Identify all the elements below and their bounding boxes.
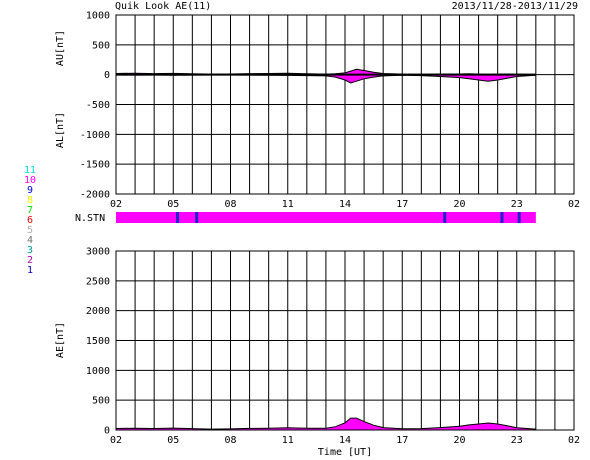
au-al-ytick-label: 0 — [104, 70, 110, 81]
ae-ytick-label: 2000 — [86, 306, 110, 317]
ae-ytick-label: 3000 — [86, 247, 110, 258]
n-stn-bar — [116, 212, 536, 223]
time-axis-label: Time [UT] — [318, 447, 372, 458]
ae-ytick-label: 1500 — [86, 336, 110, 347]
n-stn-drop-marker — [176, 212, 180, 223]
n-stn-label: N.STN — [75, 213, 105, 224]
ae-xtick-label: 23 — [511, 435, 523, 446]
ae-ytick-label: 2500 — [86, 276, 110, 287]
ae-ytick-label: 1000 — [86, 366, 110, 377]
au-al-xtick-label: 20 — [453, 199, 465, 210]
au-al-ytick-label: 1000 — [86, 11, 110, 22]
station-legend-item: 2 — [27, 255, 33, 266]
station-legend-item: 1 — [27, 265, 33, 276]
station-legend-item: 7 — [27, 205, 33, 216]
au-al-ytick-label: -1500 — [80, 160, 110, 171]
n-stn-drop-marker — [195, 212, 199, 223]
au-al-frame — [115, 14, 575, 195]
ae-axis-label: AE[nT] — [55, 322, 66, 358]
au-al-xtick-label: 02 — [110, 199, 122, 210]
n-stn-drop-marker — [443, 212, 447, 223]
ae-ytick-label: 500 — [92, 396, 110, 407]
au-al-xtick-label: 23 — [511, 199, 523, 210]
ae-xtick-label: 02 — [110, 435, 122, 446]
ae-xtick-label: 02 — [568, 435, 580, 446]
station-legend-item: 9 — [27, 185, 33, 196]
ae-xtick-label: 20 — [453, 435, 465, 446]
au-al-ytick-label: -500 — [86, 100, 110, 111]
au-axis-label: AU[nT] — [55, 30, 66, 66]
ae-xtick-label: 08 — [224, 435, 236, 446]
au-al-xtick-label: 17 — [396, 199, 408, 210]
au-al-ytick-label: -2000 — [80, 190, 110, 201]
date-range: 2013/11/28-2013/11/29 — [451, 1, 578, 12]
station-legend-item: 8 — [27, 195, 33, 206]
station-legend-item: 6 — [27, 215, 33, 226]
n-stn-drop-marker — [517, 212, 521, 223]
ae-xtick-label: 17 — [396, 435, 408, 446]
au-al-ytick-label: 500 — [92, 40, 110, 51]
au-al-ytick-label: -1000 — [80, 130, 110, 141]
ae-frame — [115, 250, 575, 431]
ae-xtick-label: 05 — [167, 435, 179, 446]
station-legend-item: 4 — [27, 235, 33, 246]
station-legend-item: 10 — [24, 175, 36, 186]
station-legend-item: 3 — [27, 245, 33, 256]
n-stn-drop-marker — [500, 212, 504, 223]
au-al-xtick-label: 11 — [282, 199, 294, 210]
ae-xtick-label: 11 — [282, 435, 294, 446]
station-legend-item: 5 — [27, 225, 33, 236]
al-axis-label: AL[nT] — [55, 112, 66, 148]
au-al-xtick-label: 05 — [167, 199, 179, 210]
ae-xtick-label: 14 — [339, 435, 351, 446]
chart-title: Quik Look AE(11) — [115, 1, 212, 12]
station-legend-item: 11 — [24, 165, 36, 176]
ae-ae-trace — [115, 417, 536, 430]
au-al-xtick-label: 14 — [339, 199, 351, 210]
au-al-xtick-label: 02 — [568, 199, 580, 210]
au-al-xtick-label: 08 — [224, 199, 236, 210]
ae-ytick-label: 0 — [104, 426, 110, 437]
